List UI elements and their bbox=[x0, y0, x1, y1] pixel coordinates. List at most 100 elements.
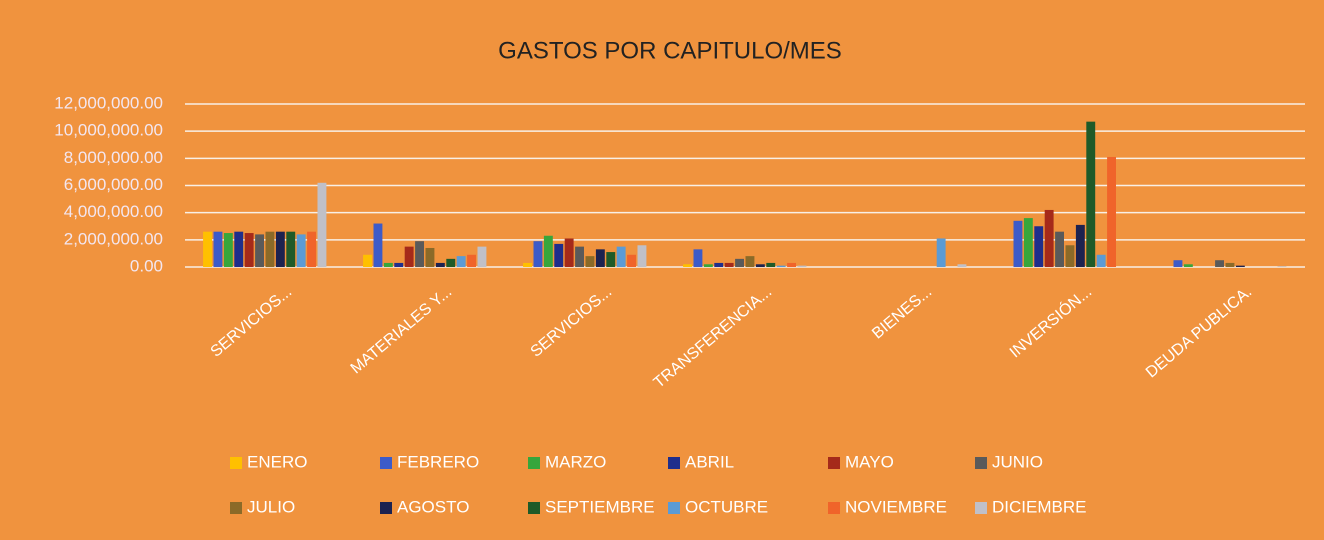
bar bbox=[755, 264, 765, 267]
bar bbox=[425, 247, 435, 267]
bar bbox=[683, 264, 692, 267]
y-tick-label: 6,000,000.00 bbox=[64, 175, 163, 194]
bar bbox=[203, 231, 212, 267]
legend-swatch bbox=[668, 457, 680, 469]
bar bbox=[307, 231, 316, 267]
bar bbox=[275, 231, 285, 267]
bar bbox=[585, 256, 595, 267]
bar bbox=[637, 245, 647, 267]
legend-swatch bbox=[380, 502, 392, 514]
bar bbox=[296, 234, 306, 267]
bar bbox=[1183, 264, 1193, 267]
bar bbox=[1225, 262, 1235, 267]
legend-swatch bbox=[230, 457, 242, 469]
bar bbox=[776, 265, 786, 267]
bar bbox=[223, 233, 233, 267]
bar bbox=[523, 262, 532, 267]
bar bbox=[787, 262, 796, 267]
bar bbox=[1086, 121, 1096, 268]
legend-label: ABRIL bbox=[685, 452, 734, 471]
bar bbox=[1044, 209, 1054, 267]
bar bbox=[404, 246, 414, 267]
legend-label: ENERO bbox=[247, 452, 307, 471]
bar bbox=[435, 262, 445, 267]
bar bbox=[1034, 226, 1044, 267]
bar bbox=[1173, 260, 1183, 267]
bar bbox=[616, 246, 626, 267]
legend-swatch bbox=[528, 457, 540, 469]
bar bbox=[606, 252, 616, 267]
bar bbox=[265, 231, 275, 267]
legend-swatch bbox=[528, 502, 540, 514]
bar bbox=[317, 182, 327, 267]
y-tick-label: 2,000,000.00 bbox=[64, 229, 163, 248]
bar bbox=[766, 262, 776, 267]
chart-title: GASTOS POR CAPITULO/MES bbox=[498, 37, 842, 64]
bar bbox=[533, 241, 543, 267]
bar bbox=[745, 256, 755, 267]
legend-swatch bbox=[380, 457, 392, 469]
bar bbox=[724, 262, 734, 267]
legend-label: NOVIEMBRE bbox=[845, 497, 947, 516]
bar bbox=[373, 223, 383, 267]
legend-swatch bbox=[828, 502, 840, 514]
bar bbox=[1235, 265, 1245, 267]
legend-label: MARZO bbox=[545, 452, 606, 471]
legend-swatch bbox=[668, 502, 680, 514]
bar bbox=[1107, 156, 1116, 267]
bar bbox=[627, 254, 636, 267]
legend-swatch bbox=[975, 502, 987, 514]
bar bbox=[394, 262, 404, 267]
bar bbox=[797, 265, 807, 267]
bar bbox=[1096, 254, 1106, 267]
y-tick-label: 10,000,000.00 bbox=[54, 121, 163, 140]
y-tick-label: 8,000,000.00 bbox=[64, 148, 163, 167]
bar bbox=[467, 254, 476, 267]
bar bbox=[693, 249, 703, 267]
bar bbox=[363, 254, 372, 267]
bar bbox=[936, 238, 946, 267]
bar bbox=[554, 243, 564, 267]
bar bbox=[415, 241, 424, 267]
legend-label: JUNIO bbox=[992, 452, 1043, 471]
bar bbox=[1065, 245, 1075, 267]
legend-label: MAYO bbox=[845, 452, 894, 471]
bar bbox=[575, 246, 584, 267]
bar bbox=[735, 258, 744, 267]
bar bbox=[456, 256, 466, 267]
bar bbox=[244, 233, 254, 267]
bar bbox=[1013, 220, 1023, 267]
y-tick-label: 0.00 bbox=[130, 256, 163, 275]
legend-label: JULIO bbox=[247, 497, 295, 516]
bar bbox=[446, 258, 456, 267]
bar bbox=[703, 264, 713, 267]
legend-label: OCTUBRE bbox=[685, 497, 768, 516]
legend-label: AGOSTO bbox=[397, 497, 469, 516]
bar bbox=[1055, 231, 1064, 267]
legend-swatch bbox=[230, 502, 242, 514]
bar bbox=[595, 249, 605, 267]
bar bbox=[477, 246, 487, 267]
bar bbox=[1075, 224, 1085, 267]
legend-label: SEPTIEMBRE bbox=[545, 497, 655, 516]
legend-swatch bbox=[975, 457, 987, 469]
legend-label: DICIEMBRE bbox=[992, 497, 1086, 516]
bar bbox=[1277, 266, 1287, 267]
bar bbox=[1215, 260, 1224, 267]
bar bbox=[564, 238, 574, 267]
y-tick-label: 12,000,000.00 bbox=[54, 93, 163, 112]
legend-label: FEBRERO bbox=[397, 452, 479, 471]
bar bbox=[234, 231, 244, 267]
y-tick-label: 4,000,000.00 bbox=[64, 202, 163, 221]
bar bbox=[1023, 218, 1033, 267]
bar bbox=[213, 231, 223, 267]
bar bbox=[383, 262, 393, 267]
bar bbox=[543, 235, 553, 267]
bar bbox=[255, 234, 264, 267]
legend-swatch bbox=[828, 457, 840, 469]
bar bbox=[714, 262, 724, 267]
bar bbox=[286, 231, 296, 267]
bar bbox=[957, 264, 967, 267]
